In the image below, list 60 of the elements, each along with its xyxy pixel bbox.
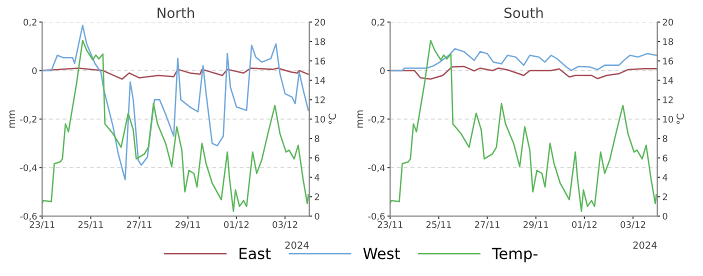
y2-tick-label: 20: [314, 18, 326, 26]
y2-tick-label: 12: [663, 96, 673, 104]
x-tick-label: 23/11: [378, 221, 402, 229]
legend-label: Temp-: [492, 248, 538, 262]
y2-tick-label: 10: [315, 116, 326, 123]
y2-tick-label: 2: [662, 193, 668, 200]
x-tick-label: 27/11: [126, 221, 152, 229]
y2-tick-label: 4: [662, 174, 668, 181]
y2-tick-label: 6: [662, 154, 668, 162]
line-series: [390, 48, 657, 72]
y2-tick-label: 10: [663, 116, 674, 123]
y-tick-label: 0: [380, 67, 385, 74]
text: 2024: [633, 242, 657, 249]
y2-tick-label: 18: [663, 38, 674, 46]
y2-tick-label: 16: [315, 58, 326, 64]
x-tick-label: 03/12: [272, 221, 298, 229]
y-tick-label: -0,4: [368, 164, 385, 172]
y2-tick-label: 4: [314, 174, 320, 181]
y-tick-label: 0,2: [372, 18, 384, 27]
y2-tick-label: 8: [314, 135, 320, 142]
y-tick-label: -0,4: [20, 164, 37, 172]
x-tick-label: 01/12: [224, 221, 249, 229]
y-tick-label: -0,2: [20, 116, 36, 124]
y2-axis-title: °C: [328, 114, 336, 124]
y-tick-label: 0,2: [24, 18, 36, 27]
x-tick-label: 29/11: [176, 221, 200, 229]
y2-tick-label: 14: [663, 77, 674, 84]
y-axis-title: mm: [9, 110, 15, 128]
text: 2024: [285, 242, 309, 249]
y-axis-title: mm: [357, 110, 363, 128]
y2-tick-label: 12: [315, 96, 325, 104]
line-series: [390, 40, 657, 212]
y2-tick-label: 0: [662, 212, 668, 220]
y2-tick-label: 2: [314, 193, 320, 200]
y2-tick-label: 20: [662, 18, 674, 26]
x-tick-label: 25/11: [78, 221, 103, 229]
legend-label: West: [363, 248, 400, 260]
y-tick-label: -0,6: [368, 212, 385, 221]
y2-tick-label: 0: [314, 212, 320, 220]
line-series: [42, 67, 310, 80]
line-series: [42, 40, 310, 212]
y2-tick-label: 18: [315, 38, 326, 46]
legend-label: East: [240, 248, 271, 260]
y2-tick-label: 8: [662, 135, 668, 142]
x-tick-label: 03/12: [620, 221, 646, 229]
chart-title: North: [158, 7, 194, 18]
x-tick-label: 01/12: [572, 221, 597, 229]
y-tick-label: 0: [32, 67, 37, 74]
line-series: [42, 24, 310, 180]
x-tick-label: 29/11: [524, 221, 548, 229]
y2-tick-label: 16: [663, 58, 674, 64]
y-tick-label: -0,6: [20, 212, 37, 221]
chart-title: South: [504, 7, 543, 18]
y2-tick-label: 14: [315, 77, 326, 84]
y2-tick-label: 6: [314, 154, 320, 162]
x-tick-label: 25/11: [426, 221, 451, 229]
x-tick-label: 27/11: [474, 221, 500, 229]
y-tick-label: -0,2: [368, 116, 384, 124]
x-tick-label: 23/11: [30, 221, 54, 229]
y2-axis-title: °C: [676, 114, 684, 124]
